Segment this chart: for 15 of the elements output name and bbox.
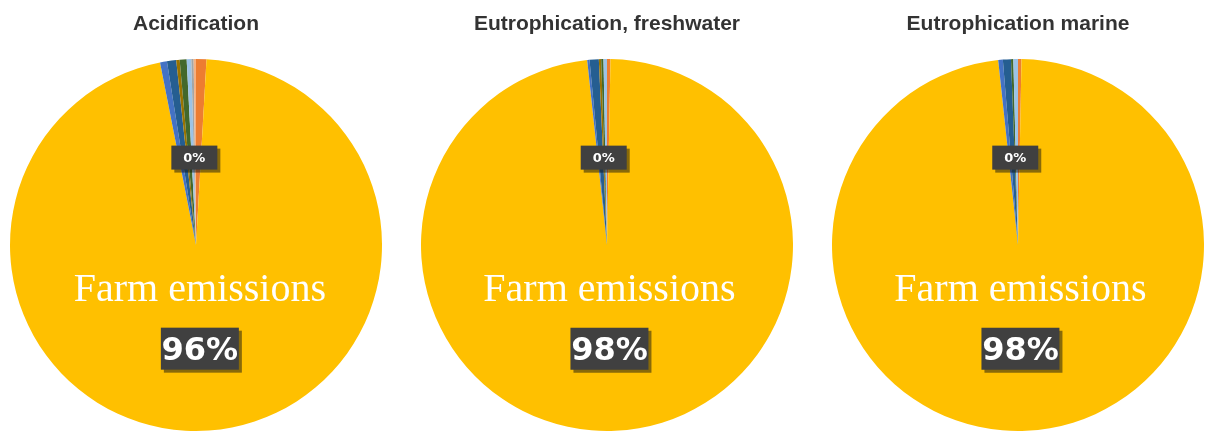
slice-label: Farm emissions [894, 264, 1147, 310]
pie-slice [832, 59, 1204, 431]
data-label: 0% [592, 150, 615, 166]
data-label: 98% [571, 330, 648, 369]
chart-title: Eutrophication, freshwater [473, 11, 741, 34]
data-label: 0% [183, 150, 206, 166]
data-label: 96% [161, 330, 239, 369]
pie-slice [10, 59, 382, 431]
chart-title: Acidification [132, 11, 260, 34]
slice-label: Farm emissions [483, 264, 736, 310]
slice-label: Farm emissions [73, 264, 326, 310]
pie-slice [421, 59, 793, 431]
chart-title: Eutrophication marine [906, 11, 1130, 34]
data-label: 98% [982, 330, 1059, 369]
data-label: 0% [1004, 150, 1027, 166]
